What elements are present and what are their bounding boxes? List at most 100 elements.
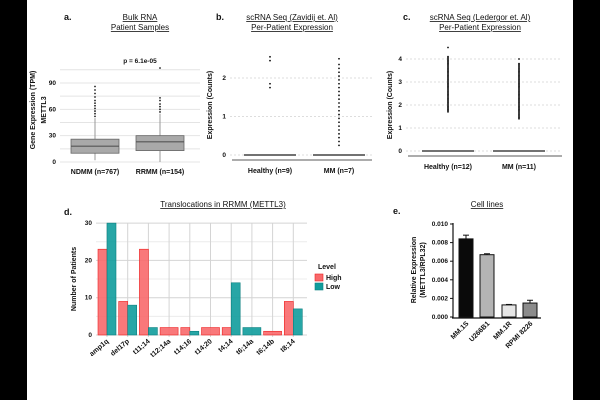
x-tick-label: MM (n=7) (324, 168, 355, 175)
x-tick-label: t6;14a (235, 338, 255, 356)
chart-title-line2: Per-Patient Expression (251, 23, 333, 32)
x-tick-label: t14;16 (173, 338, 193, 356)
data-point (269, 86, 271, 89)
y-tick-label: 0.008 (432, 240, 449, 247)
data-point (269, 59, 271, 62)
data-point (338, 90, 340, 93)
x-tick-label: Healthy (n=9) (248, 168, 292, 175)
chart-title-line1: Bulk RNA (123, 13, 158, 22)
data-point (518, 58, 520, 60)
bar (458, 238, 474, 318)
data-point (338, 105, 340, 108)
x-tick-label: Healthy (n=12) (424, 164, 472, 171)
bar-low (242, 327, 262, 336)
bar-low (230, 282, 241, 336)
data-point (338, 86, 340, 89)
outlier-point (159, 111, 161, 113)
bar-low (106, 222, 117, 336)
data-point (338, 82, 340, 85)
data-point (338, 125, 340, 128)
y-axis-label: Expression (Counts) (207, 71, 214, 139)
p-value-annotation: p = 6.1e-05 (123, 58, 157, 65)
x-tick-label: t12;14a (149, 338, 172, 359)
data-point (338, 79, 340, 81)
y-axis-label: Relative Expression (411, 237, 418, 304)
legend-swatch-high (314, 273, 324, 282)
chart-title-line2: Patient Samples (111, 23, 169, 32)
y-tick-label: 4 (398, 56, 402, 63)
data-point (338, 113, 340, 116)
outlier-point (94, 104, 96, 107)
outlier-point (94, 99, 96, 102)
bar-low (127, 304, 137, 336)
bar (501, 304, 517, 318)
data-point (338, 121, 340, 124)
outlier-point (159, 97, 161, 99)
bar-high (97, 248, 108, 336)
data-point (338, 98, 340, 101)
outlier-point (159, 108, 161, 111)
bar-low (292, 308, 303, 336)
data-point (338, 71, 340, 74)
y-tick-label: 0.010 (432, 221, 449, 228)
outlier-point (94, 85, 96, 88)
data-point (338, 94, 340, 97)
outlier-point (159, 105, 161, 108)
outlier-point (94, 107, 96, 110)
data-point (338, 144, 340, 147)
data-point (338, 117, 340, 120)
outlier-point (94, 115, 96, 118)
chart-title: Cell lines (471, 200, 503, 209)
data-point (338, 67, 340, 70)
y-tick-label: 60 (49, 106, 57, 113)
left-black-border (0, 0, 27, 400)
data-point (518, 62, 520, 65)
panel-label-d: d. (64, 207, 72, 217)
x-tick-label: MM (n=11) (502, 164, 536, 171)
outlier-point (94, 92, 96, 95)
bar-low (189, 330, 200, 336)
panel-label: c. (403, 12, 411, 22)
x-tick-label: t6;14b (256, 338, 276, 357)
y-tick-label: 1 (398, 125, 402, 132)
bar (479, 254, 495, 318)
outlier-point (94, 96, 96, 98)
bar-high (180, 327, 191, 336)
data-point (447, 55, 449, 58)
outlier-point (159, 67, 161, 69)
x-tick-label: RRMM (n=154) (136, 169, 184, 176)
x-tick-label: t4;14 (217, 338, 234, 354)
y-tick-label: 20 (85, 257, 93, 264)
data-point (338, 136, 340, 139)
y-tick-label: 30 (85, 220, 93, 227)
x-tick-label: U266B1 (468, 320, 491, 343)
y-tick-label: 0 (222, 152, 226, 159)
y-axis-label: Expression (Counts) (387, 71, 394, 139)
bar-low (148, 327, 158, 336)
y-tick-label: 1 (222, 114, 226, 121)
bar-high (201, 327, 220, 336)
data-point (269, 82, 271, 85)
y-tick-label: 0.002 (432, 295, 449, 302)
y-tick-label: 0.004 (432, 277, 449, 284)
data-point (338, 129, 340, 131)
panel-label-a: a. (64, 12, 72, 22)
data-point (338, 75, 340, 77)
chart-title: Translocations in RRMM (METTL3) (160, 200, 286, 209)
chart-title-line2: Per-Patient Expression (439, 23, 521, 32)
x-tick-label: t8;14 (280, 338, 297, 354)
y-tick-label: 2 (398, 102, 402, 109)
y-tick-label: 3 (398, 79, 402, 86)
data-point (338, 140, 340, 143)
x-tick-label: t14;20 (194, 338, 214, 356)
y-tick-label: 0 (398, 148, 402, 155)
bar-high (263, 330, 282, 336)
data-point (269, 55, 271, 58)
legend-label: High (326, 275, 342, 282)
data-point (338, 102, 340, 104)
bar-high (139, 248, 149, 336)
bar-high (159, 327, 179, 336)
y-axis-label: Number of Patients (71, 247, 78, 311)
